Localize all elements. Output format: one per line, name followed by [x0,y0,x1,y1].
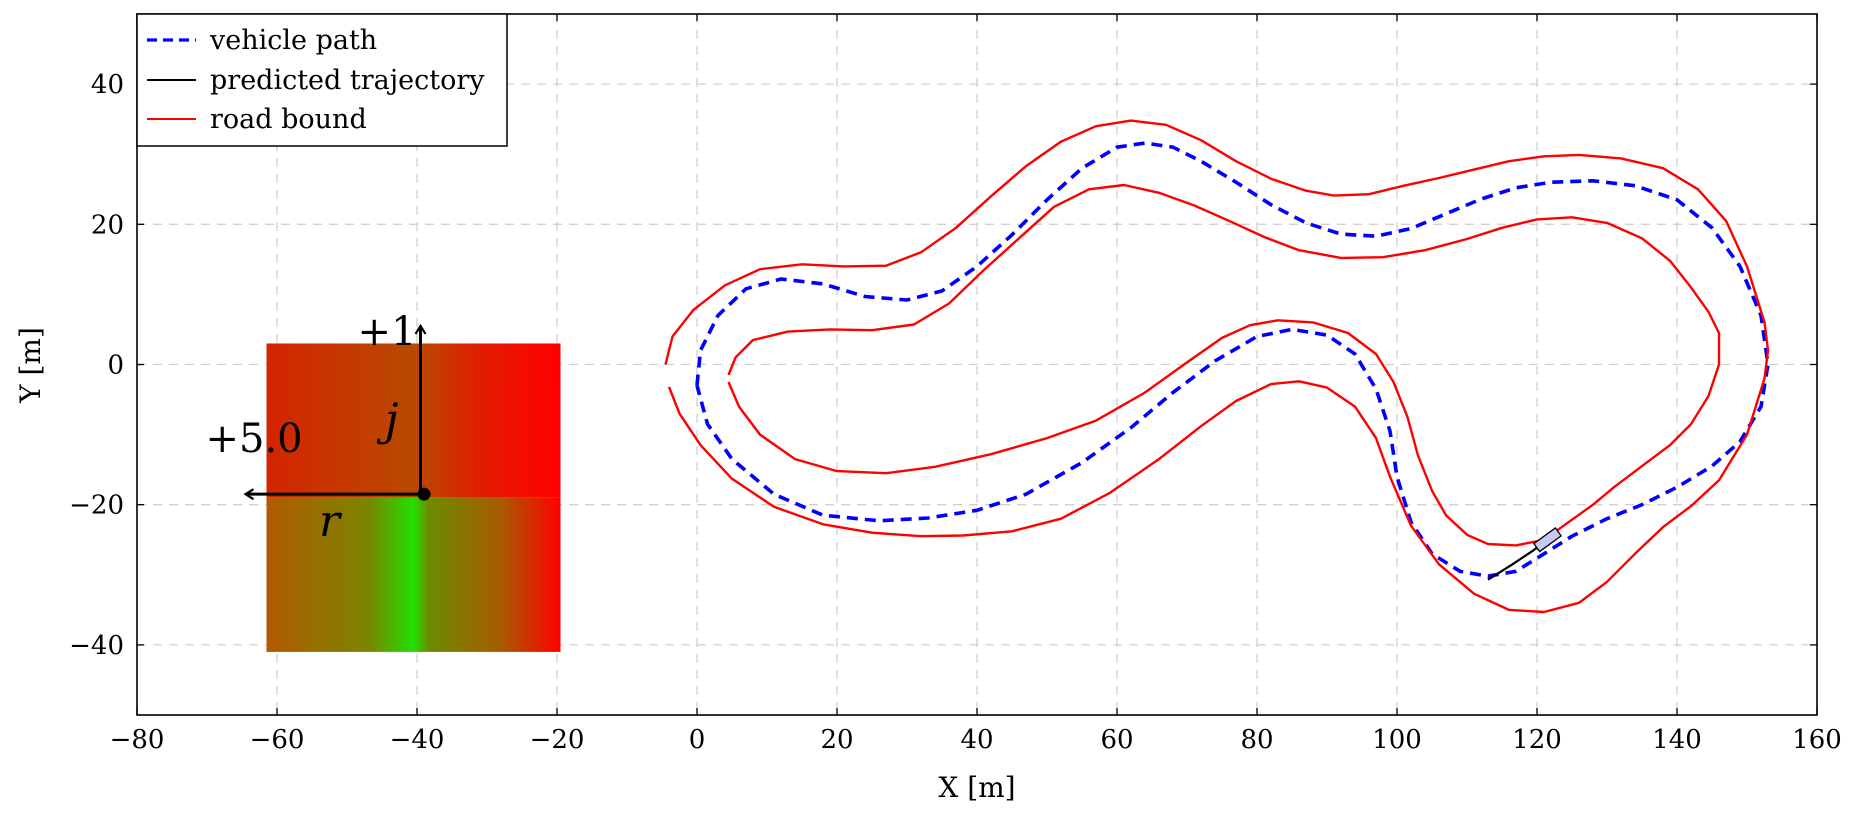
series-road-bound-1 [664,119,1770,614]
annotation-layer: +1+5.0 jr [206,309,431,547]
vehicle-marker [1532,527,1563,553]
series-layer [664,119,1770,614]
left-label: +5.0 [206,416,303,462]
x-tick-label: −80 [110,725,165,755]
x-tick-label: 20 [820,725,853,755]
heatmap-panel [266,343,561,652]
x-tick-label: 120 [1512,725,1562,755]
y-axis-label: Y [m] [14,327,47,404]
legend-label-predicted-trajectory: predicted trajectory [210,65,485,96]
x-tick-label: 160 [1792,725,1842,755]
up-label: +1 [358,309,417,355]
x-tick-label: 0 [689,725,706,755]
x-tick-label: −40 [390,725,445,755]
y-tick-label: −40 [69,631,124,661]
x-axis-label: X [m] [938,771,1015,804]
y-tick-label: 0 [107,351,124,381]
heatmap-upper [266,343,561,498]
r-label: r [319,496,343,547]
legend: vehicle path predicted trajectory road b… [136,13,508,147]
series-vehicle-path-0 [695,141,1770,579]
x-tick-label: 140 [1652,725,1702,755]
heatmap-lower [266,497,561,652]
series-road-bound-2 [727,183,1721,547]
legend-box [136,13,508,147]
x-tick-label: 40 [960,725,993,755]
x-tick-label: 100 [1372,725,1422,755]
x-tick-label: 80 [1240,725,1273,755]
legend-label-vehicle-path: vehicle path [209,25,377,56]
x-ticks: −80 −60 −40 −20 0 20 40 60 80 100 120 140 160 [110,14,1842,755]
y-tick-label: 20 [91,210,124,240]
legend-label-road-bound: road bound [210,104,367,135]
y-ticks: −40 −20 0 20 40 [69,70,1817,661]
x-tick-label: −60 [250,725,305,755]
origin-dot [417,487,431,501]
x-tick-label: 60 [1100,725,1133,755]
y-tick-label: −20 [69,491,124,521]
y-tick-label: 40 [91,70,124,100]
x-tick-label: −20 [530,725,585,755]
